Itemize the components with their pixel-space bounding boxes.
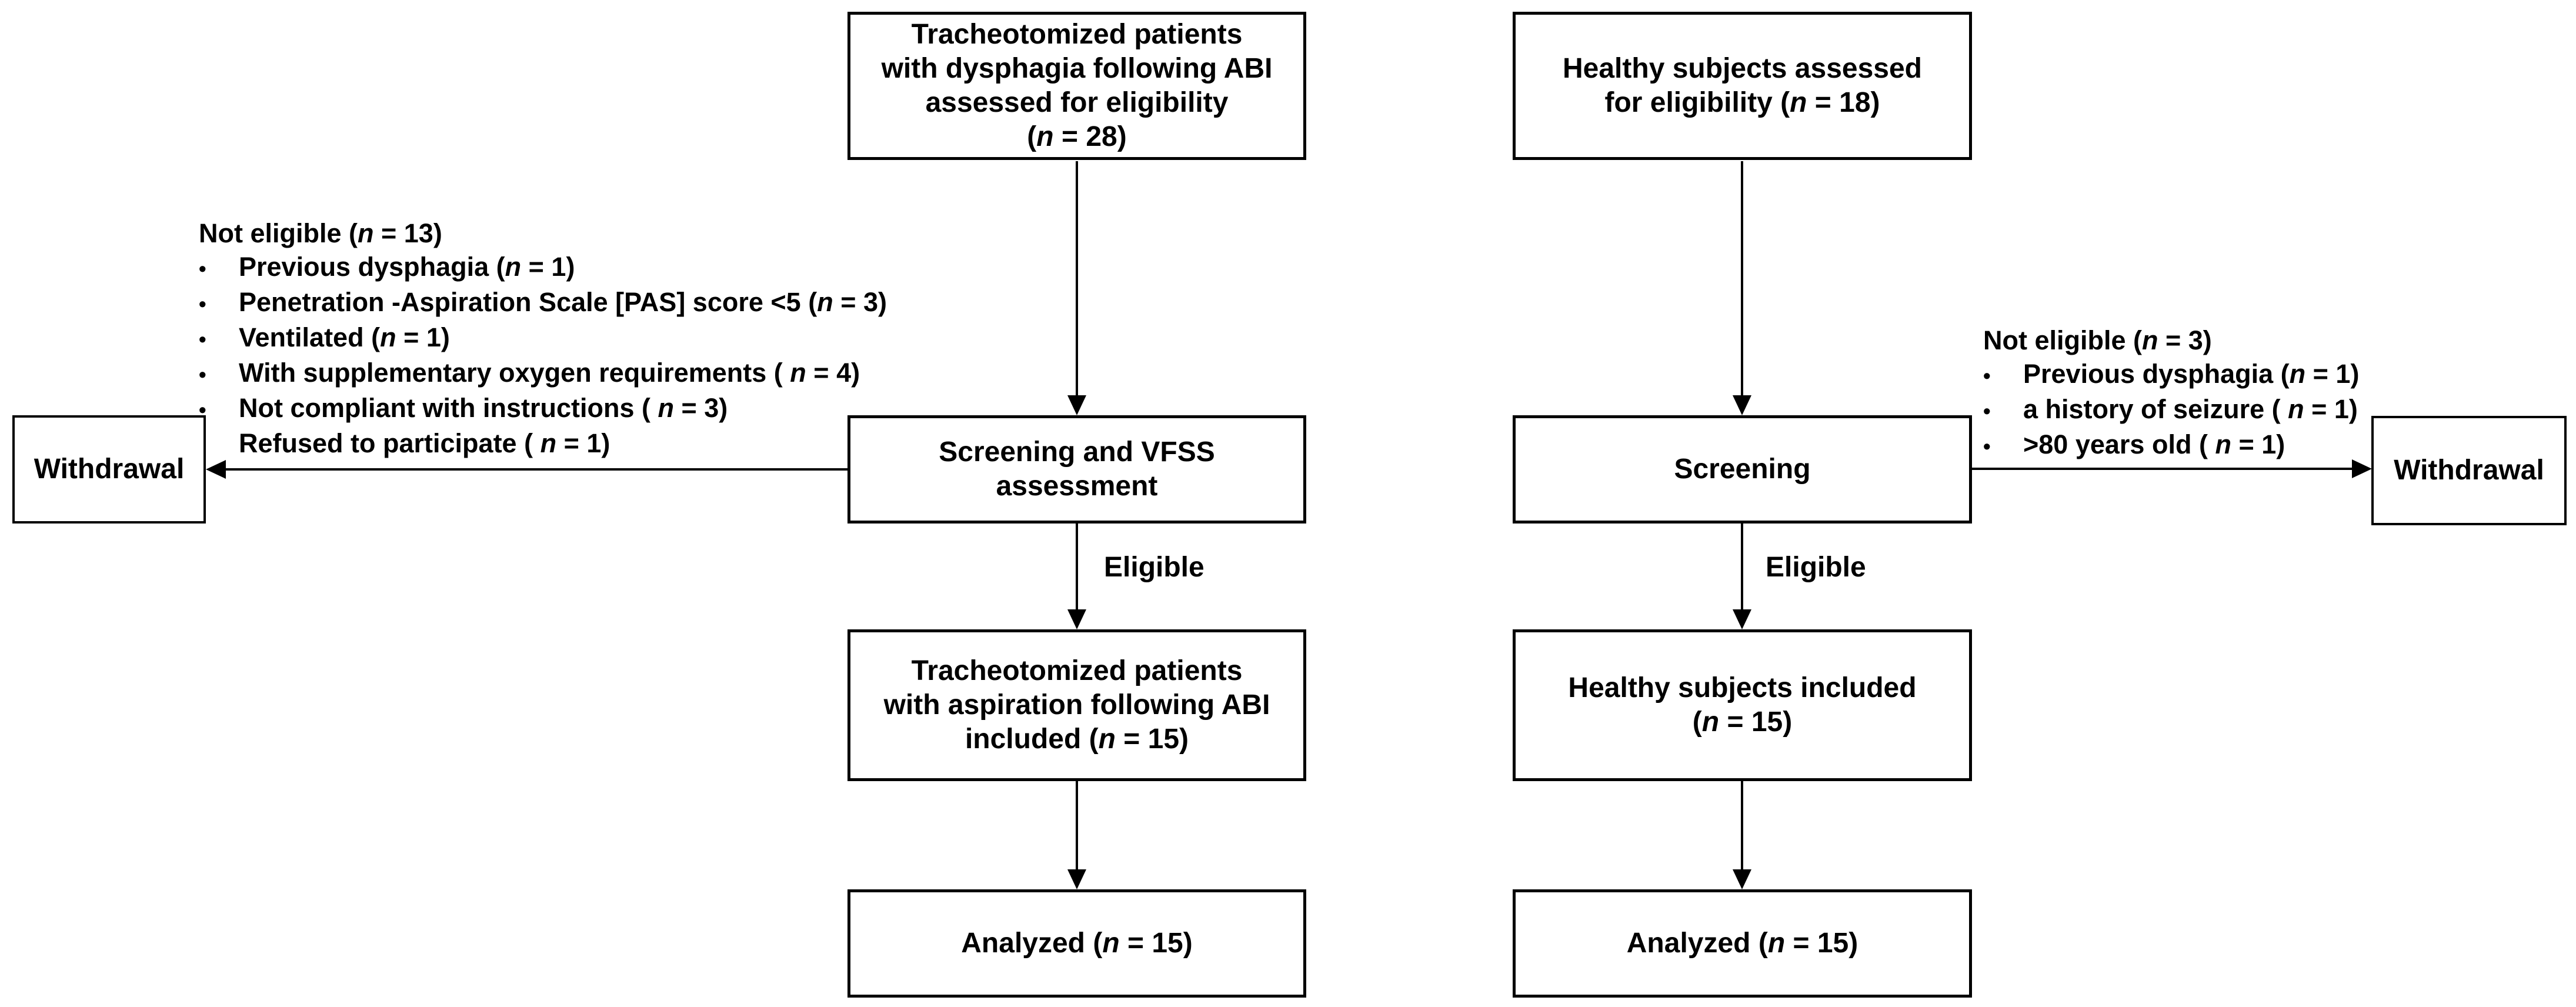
box-healthy-assessed-for-eligibility: Healthy subjects assessed for eligibilit…	[1513, 12, 1972, 160]
box-text-line: Screening and VFSS	[939, 436, 1215, 468]
box-text-line: (n = 15)	[1692, 706, 1793, 738]
list-item: •Refused to participate ( n = 1)	[199, 426, 993, 462]
arrow-line	[1741, 523, 1743, 611]
box-text-line: assessed for eligibility	[925, 87, 1229, 118]
box-withdrawal-healthy: Withdrawal	[2371, 416, 2567, 525]
arrowhead-down-icon	[1733, 869, 1751, 889]
box-text-line: Healthy subjects assessed	[1563, 53, 1922, 84]
not-eligible-reason-list: • Previous dysphagia (n = 1) • a history o…	[1983, 357, 2576, 463]
list-item: • Ventilated (n = 1)	[199, 321, 993, 356]
arrow-line	[1741, 781, 1743, 869]
bullet-icon: •	[199, 362, 206, 386]
note-healthy-not-eligible: Not eligible (n = 3) • Previous dysphagia…	[1983, 324, 2576, 463]
bullet-icon: •	[1983, 434, 1991, 458]
note-label: Not eligible (n = 3)	[1983, 325, 2212, 355]
box-patients-analyzed: Analyzed (n = 15)	[847, 889, 1306, 998]
box-text-line: for eligibility (n = 18)	[1604, 87, 1880, 118]
box-text-line: Withdrawal	[34, 454, 185, 485]
list-item-text: Previous dysphagia (n = 1)	[239, 252, 575, 282]
list-item-text: With supplementary oxygen requirements (…	[239, 358, 860, 388]
arrowhead-down-icon	[1067, 609, 1086, 629]
bullet-icon: •	[199, 256, 206, 281]
box-text-line: with dysphagia following ABI	[881, 53, 1273, 84]
arrow-line	[1972, 468, 2353, 470]
box-healthy-analyzed: Analyzed (n = 15)	[1513, 889, 1972, 998]
note-label: Not eligible (n = 13)	[199, 218, 442, 248]
box-text-line: Tracheotomized patients	[911, 655, 1243, 686]
box-patients-included: Tracheotomized patients with aspiration …	[847, 629, 1306, 781]
not-eligible-reason-list: • Previous dysphagia (n = 1) • Penetration…	[199, 250, 993, 462]
eligible-arrow-label-healthy: Eligible	[1766, 552, 1866, 583]
box-patients-assessed-for-eligibility: Tracheotomized patients with dysphagia f…	[847, 12, 1306, 160]
arrowhead-right-icon	[2352, 459, 2372, 478]
list-item-text: Not compliant with instructions ( n = 3)	[239, 393, 728, 423]
list-item-text: Previous dysphagia (n = 1)	[2023, 359, 2360, 389]
box-text-line: assessment	[996, 471, 1158, 502]
box-withdrawal-patients: Withdrawal	[12, 415, 206, 523]
list-item-text: Refused to participate ( n = 1)	[239, 428, 610, 458]
bullet-icon: •	[199, 327, 206, 351]
list-item: • With supplementary oxygen requirements …	[199, 356, 993, 391]
box-screening: Screening	[1513, 415, 1972, 523]
note-patients-not-eligible: Not eligible (n = 13) • Previous dysphagi…	[199, 216, 993, 462]
box-text-line: Healthy subjects included	[1568, 672, 1917, 703]
arrow-line	[1741, 161, 1743, 396]
bullet-icon: •	[199, 292, 206, 316]
arrowhead-down-icon	[1067, 395, 1086, 415]
arrow-line	[1076, 161, 1078, 396]
arrow-line	[1076, 781, 1078, 869]
list-item: • Previous dysphagia (n = 1)	[1983, 357, 2576, 392]
list-item: • Not compliant with instructions ( n = 3…	[199, 391, 993, 426]
list-item: • Penetration -Aspiration Scale [PAS] sco…	[199, 285, 993, 321]
box-text-line: Analyzed (n = 15)	[961, 928, 1193, 959]
box-text-line: with aspiration following ABI	[883, 689, 1270, 721]
box-screening-and-vfss-assessment: Screening and VFSS assessment	[847, 415, 1306, 523]
list-item: • a history of seizure ( n = 1)	[1983, 392, 2576, 428]
box-text-line: (n = 28)	[1027, 121, 1127, 152]
box-healthy-included: Healthy subjects included (n = 15)	[1513, 629, 1972, 781]
bullet-icon: •	[1983, 399, 1991, 423]
box-text-line: included (n = 15)	[965, 723, 1189, 755]
arrowhead-down-icon	[1733, 609, 1751, 629]
box-text-line: Screening	[1674, 454, 1811, 485]
eligible-arrow-label-patients: Eligible	[1104, 552, 1204, 583]
list-item-text: Ventilated (n = 1)	[239, 322, 450, 352]
bullet-icon: •	[1983, 364, 1991, 388]
box-text-line: Withdrawal	[2394, 455, 2544, 486]
list-item-text: >80 years old ( n = 1)	[2023, 429, 2285, 459]
list-item-text: Penetration -Aspiration Scale [PAS] scor…	[239, 287, 887, 317]
list-item: • Previous dysphagia (n = 1)	[199, 250, 993, 285]
arrowhead-left-icon	[206, 460, 226, 479]
arrowhead-down-icon	[1067, 869, 1086, 889]
arrowhead-down-icon	[1733, 395, 1751, 415]
box-text-line: Tracheotomized patients	[911, 19, 1243, 50]
arrow-line	[1076, 523, 1078, 611]
arrow-line	[223, 468, 847, 471]
list-item-text: a history of seizure ( n = 1)	[2023, 394, 2358, 424]
list-item: • >80 years old ( n = 1)	[1983, 428, 2576, 463]
box-text-line: Analyzed (n = 15)	[1626, 928, 1858, 959]
